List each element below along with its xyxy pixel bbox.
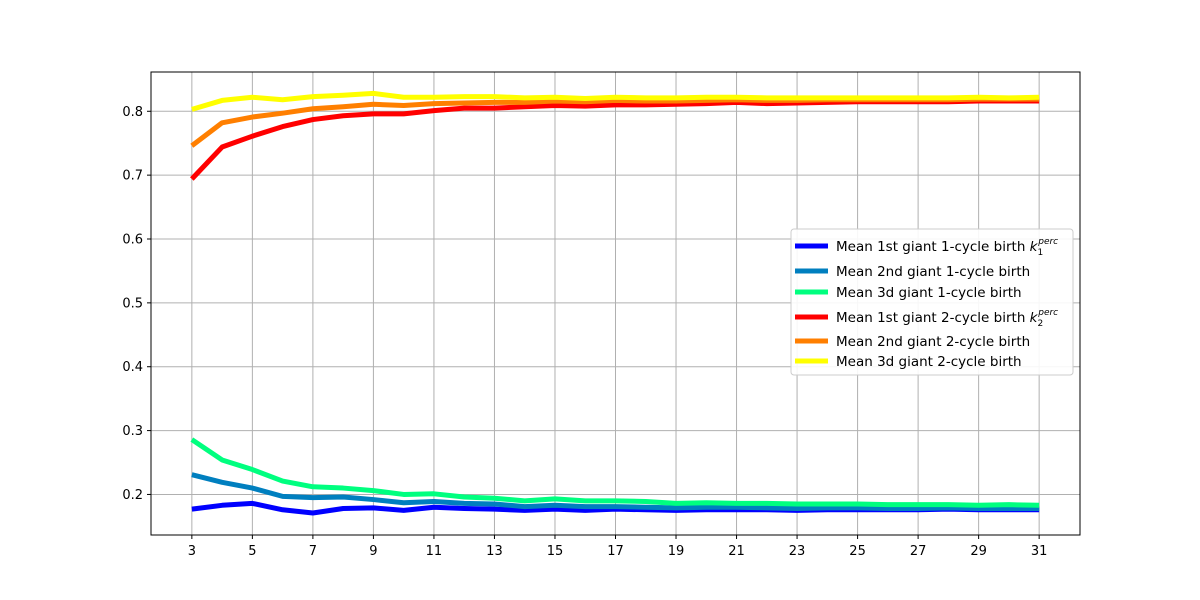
x-tick-label: 3 [188,544,196,559]
legend-entry: Mean 1st giant 1-cycle birth k1perc [836,237,1058,258]
legend-entry: Mean 3d giant 1-cycle birth [836,285,1022,301]
legend-entry-label: Mean 3d giant 1-cycle birth [836,285,1022,301]
legend-entry: Mean 2nd giant 1-cycle birth [836,264,1030,280]
y-tick-label: 0.8 [122,105,143,120]
series-line-2 [191,472,1040,511]
y-axis: 0.2 0.3 0.4 0.5 0.6 0.7 0.8 [122,105,151,503]
legend-entry: Mean 3d giant 2-cycle birth [836,354,1022,370]
y-tick-label: 0.2 [122,488,143,503]
legend-math-subscript: 1 [1038,248,1044,258]
legend-entry-label: Mean 2nd giant 2-cycle birth [836,334,1030,350]
x-tick-label: 11 [426,544,443,559]
x-tick-label: 27 [910,544,927,559]
x-axis: 3 5 7 9 11 13 15 17 19 21 23 25 27 29 31 [188,535,1048,559]
series-lines [190,90,1040,516]
y-tick-label: 0.4 [122,360,143,375]
y-tick-label: 0.3 [122,424,143,439]
x-tick-label: 17 [607,544,624,559]
series-line-6 [191,90,1040,112]
x-tick-label: 5 [248,544,256,559]
legend-entry-label: Mean 1st giant 2-cycle birth [836,310,1030,326]
x-tick-label: 7 [309,544,317,559]
legend-entry: Mean 2nd giant 2-cycle birth [836,334,1030,350]
y-tick-label: 0.5 [122,296,143,311]
x-tick-label: 31 [1031,544,1048,559]
x-tick-label: 25 [849,544,866,559]
x-tick-label: 23 [789,544,806,559]
legend-box [790,228,1074,376]
legend-entry-label: Mean 1st giant 1-cycle birth [836,239,1030,255]
x-tick-label: 13 [486,544,503,559]
legend-math-superscript: perc [1037,237,1058,247]
x-tick-label: 19 [668,544,685,559]
x-tick-label: 15 [547,544,564,559]
x-tick-label: 21 [728,544,745,559]
series-line-3 [190,437,1040,508]
x-tick-label: 29 [970,544,987,559]
y-tick-label: 0.6 [122,232,143,247]
legend-entry-label: Mean 2nd giant 1-cycle birth [836,264,1030,280]
legend: Mean 1st giant 1-cycle birth k1percMean … [790,228,1074,376]
y-tick-label: 0.7 [122,169,143,184]
legend-math-subscript: 2 [1038,319,1044,329]
legend-math-symbol: k [1030,310,1039,326]
legend-entry: Mean 1st giant 2-cycle birth k2perc [836,308,1058,329]
x-tick-label: 9 [369,544,377,559]
legend-math-superscript: perc [1037,308,1058,318]
legend-entry-label: Mean 3d giant 2-cycle birth [836,354,1022,370]
legend-math-symbol: k [1030,239,1039,255]
